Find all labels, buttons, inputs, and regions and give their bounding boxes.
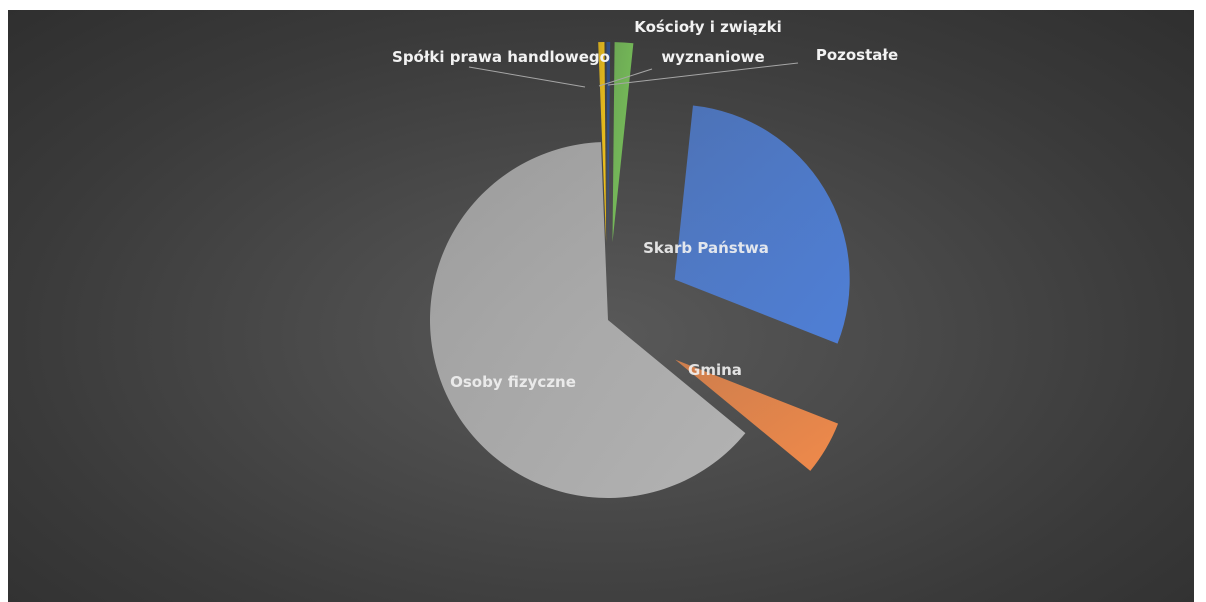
pie-slice-4 <box>598 42 607 243</box>
slice-label-1: Skarb Państwa <box>643 239 769 257</box>
pie-chart: Skarb Państwa Gmina Osoby fizyczne Spółki p… <box>392 18 898 498</box>
pie-slice-5 <box>606 42 611 243</box>
slice-label-6: Pozostałe <box>816 46 898 64</box>
slice-label-5-line-2: wyznaniowe <box>661 48 764 66</box>
slice-label-3: Osoby fizyczne <box>450 373 576 391</box>
slice-label-5-line-1: Kościoły i związki <box>634 18 782 36</box>
leader-line-6 <box>607 62 799 86</box>
pie-slice-1 <box>674 105 850 344</box>
slice-label-4: Spółki prawa handlowego <box>392 48 610 66</box>
pie-slice-6 <box>612 42 634 243</box>
chart-area: Skarb Państwa Gmina Osoby fizyczne Spółki p… <box>8 10 1194 602</box>
leader-line-4 <box>468 66 586 88</box>
pie-slice-2 <box>675 359 839 471</box>
slice-label-2: Gmina <box>688 361 742 379</box>
leader-line-5 <box>598 68 653 87</box>
pie-slice-3 <box>430 142 746 498</box>
